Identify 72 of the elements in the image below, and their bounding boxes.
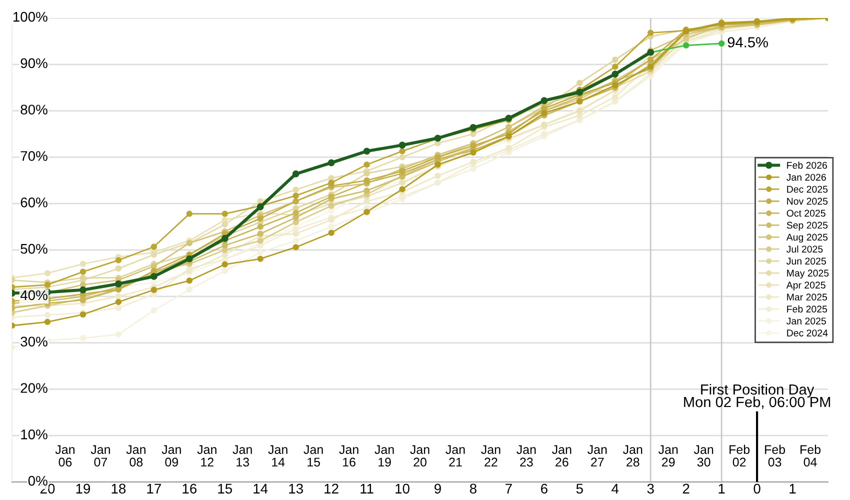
ref-line-label: First Position Day Mon 02 Feb, 06:00 PM <box>684 384 830 409</box>
legend-label: Oct 2025 <box>786 210 826 217</box>
annotation: Jan 28 <box>622 445 642 467</box>
y-tick-label: 40% <box>20 290 48 300</box>
y-tick-label: 30% <box>20 336 48 347</box>
legend-label: Feb 2026 <box>787 162 828 169</box>
annotation: Jan 06 <box>55 445 74 467</box>
x-tick-label: 1 <box>790 484 796 494</box>
legend-label: Feb 2025 <box>787 305 828 313</box>
y-tick-label: 0% <box>28 476 48 486</box>
legend-label: Dec 2025 <box>787 186 828 193</box>
annotation: Jan 22 <box>481 445 500 466</box>
annotation: Jan 09 <box>162 445 181 467</box>
annotation: Jan 29 <box>658 445 678 467</box>
y-tick-label: 80% <box>20 104 48 115</box>
legend-label: Jan 2026 <box>786 174 826 181</box>
annotation: Jan 07 <box>90 445 110 467</box>
x-tick-label: 18 <box>112 484 126 494</box>
annotation: Jan 16 <box>339 445 358 467</box>
y-tick-label: 50% <box>20 244 48 254</box>
legend-label: Nov 2025 <box>787 198 828 205</box>
x-tick-label: 4 <box>612 484 619 494</box>
annotation: Jan 20 <box>410 445 430 467</box>
x-tick-label: 13 <box>289 484 303 494</box>
legend-label: Dec 2024 <box>787 330 828 336</box>
x-tick-label: 8 <box>470 484 476 494</box>
annotation: Jan 23 <box>516 445 536 467</box>
x-tick-label: 6 <box>541 484 548 494</box>
x-tick-label: 17 <box>147 484 161 494</box>
x-tick-label: 12 <box>324 484 338 494</box>
legend-label: Apr 2025 <box>786 282 826 290</box>
x-tick-label: 0 <box>754 484 760 494</box>
data-label: 94.5% <box>728 37 768 48</box>
x-tick-label: 10 <box>396 484 410 494</box>
annotation: Jan 12 <box>197 445 216 466</box>
legend-label: Sep 2025 <box>786 222 828 231</box>
x-tick-label: 19 <box>76 484 90 494</box>
y-tick-label: 20% <box>20 383 48 393</box>
annotation: Feb 03 <box>765 444 786 467</box>
y-tick-label: 10% <box>21 429 48 440</box>
legend-label: May 2025 <box>787 270 829 278</box>
annotation: Jan 19 <box>374 445 394 467</box>
x-tick-label: 11 <box>360 484 374 494</box>
annotation: Jan 14 <box>268 445 288 466</box>
x-tick-label: 3 <box>647 484 654 494</box>
y-tick-label: 100% <box>13 12 48 22</box>
legend-label: Aug 2025 <box>786 234 828 243</box>
annotation: Jan 21 <box>446 445 465 466</box>
x-tick-label: 9 <box>434 484 441 494</box>
annotation: Feb 02 <box>730 444 750 467</box>
annotation: Jan 08 <box>126 445 146 467</box>
x-tick-label: 16 <box>182 484 197 494</box>
annotation: Feb 04 <box>800 444 821 467</box>
x-tick-label: 2 <box>682 484 690 494</box>
y-tick-label: 90% <box>20 58 48 68</box>
legend-label: Mar 2025 <box>787 294 828 301</box>
annotation: Jan 26 <box>552 445 572 467</box>
annotation: Jan 27 <box>588 445 607 466</box>
x-tick-label: 1 <box>718 484 725 494</box>
x-tick-label: 20 <box>40 484 55 494</box>
y-tick-label: 70% <box>20 151 48 161</box>
y-tick-label: 60% <box>20 197 48 208</box>
x-tick-label: 14 <box>254 484 268 494</box>
annotation: Jan 30 <box>694 445 714 467</box>
legend-label: Jul 2025 <box>786 245 823 253</box>
annotation: Jan 13 <box>232 445 252 467</box>
x-tick-label: 5 <box>576 484 583 494</box>
x-tick-label: 7 <box>506 484 512 494</box>
legend-label: Jun 2025 <box>786 258 826 265</box>
annotation: Jan 15 <box>304 445 323 467</box>
x-tick-label: 15 <box>218 484 232 494</box>
legend-label: Jan 2025 <box>786 318 826 324</box>
